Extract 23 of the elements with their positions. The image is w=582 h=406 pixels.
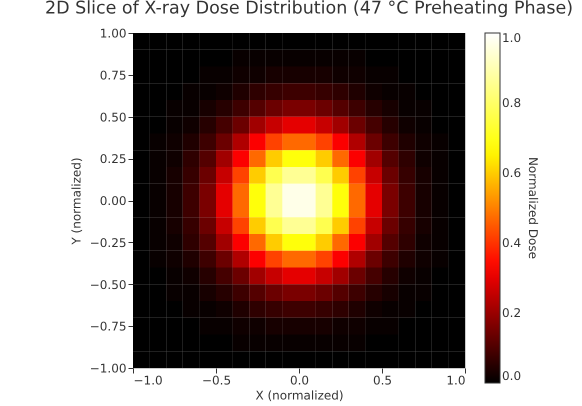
color-bar-label: 0.4 (502, 236, 522, 250)
color-bar-label: 0.8 (502, 96, 522, 110)
x-tick-label: −1.0 (134, 374, 163, 388)
y-tick-label: −0.75 (90, 320, 126, 334)
y-tick-label: 0.00 (100, 194, 126, 208)
color-bar-title: Normalized Dose (526, 156, 540, 260)
color-bar-label: 0.2 (502, 306, 522, 320)
y-tick-label: 0.25 (100, 152, 126, 166)
x-tick-label: 0.0 (290, 374, 310, 388)
x-tick-label: −0.5 (202, 374, 232, 388)
x-tick-label: 0.5 (372, 374, 392, 388)
y-tick-label: 0.50 (100, 110, 126, 124)
y-tick-label: −1.00 (90, 362, 126, 376)
color-bar-label: 0.6 (502, 166, 522, 180)
chart-title: 2D Slice of X-ray Dose Distribution (47 °C Preheating Phase) (44, 0, 574, 18)
color-bar-label: 1.0 (502, 31, 522, 45)
x-axis-title: X (normalized) (255, 388, 344, 402)
x-tick-label: 1.0 (446, 374, 466, 388)
y-tick-label: −0.25 (90, 236, 126, 250)
y-tick-label: 1.00 (100, 26, 126, 40)
y-tick-label: −0.50 (90, 278, 126, 292)
y-tick-label: 0.75 (100, 68, 126, 82)
y-axis-title: Y (normalized) (70, 157, 84, 246)
